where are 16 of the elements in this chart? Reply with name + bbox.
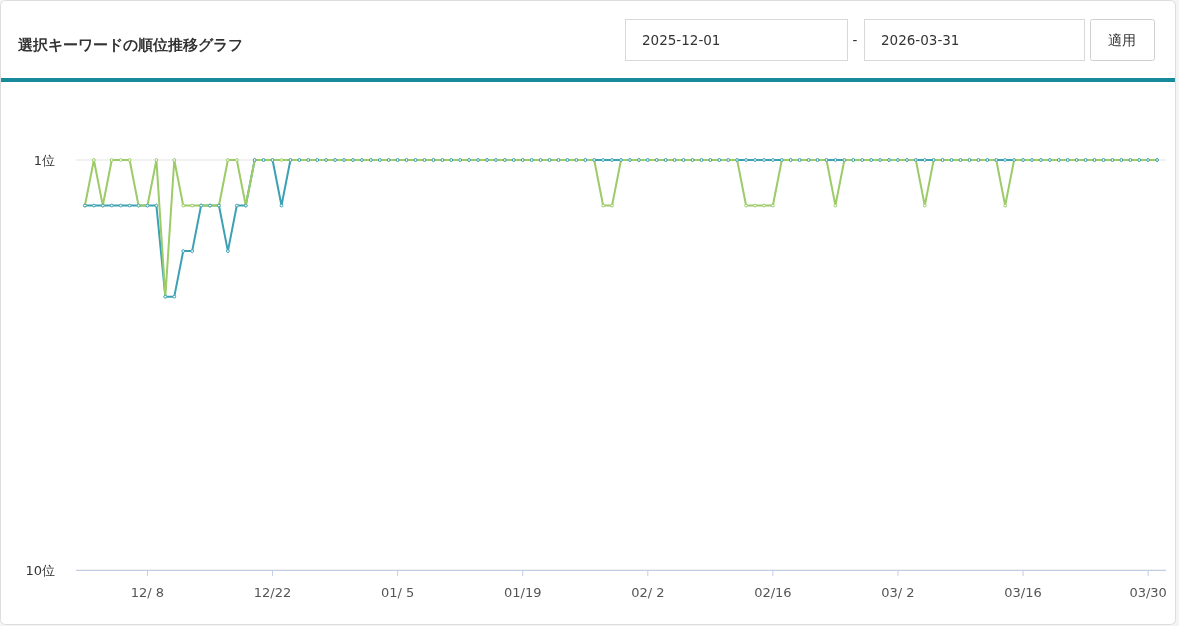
x-tick-label: 03/ 2 [881,585,915,600]
x-tick-label: 12/ 8 [130,585,165,600]
chart-title: 選択キーワードの順位推移グラフ [18,37,243,53]
x-tick-label: 02/ 2 [631,585,665,600]
x-tick-label: 03/16 [1004,585,1042,600]
x-tick-label: 01/ 5 [380,585,415,600]
x-tick-label: 12/22 [253,585,292,600]
y-tick-label: 1位 [33,152,55,168]
text: 2026-03-31 [881,32,960,48]
x-tick-label: 01/19 [503,585,542,600]
text: 適用 [1108,32,1136,48]
y-tick-label: 10位 [25,562,55,578]
text: 2025-12-01 [642,32,721,48]
x-tick-label: 02/16 [754,585,792,600]
x-tick-label: 03/30 [1129,585,1167,600]
text: - [852,32,858,48]
